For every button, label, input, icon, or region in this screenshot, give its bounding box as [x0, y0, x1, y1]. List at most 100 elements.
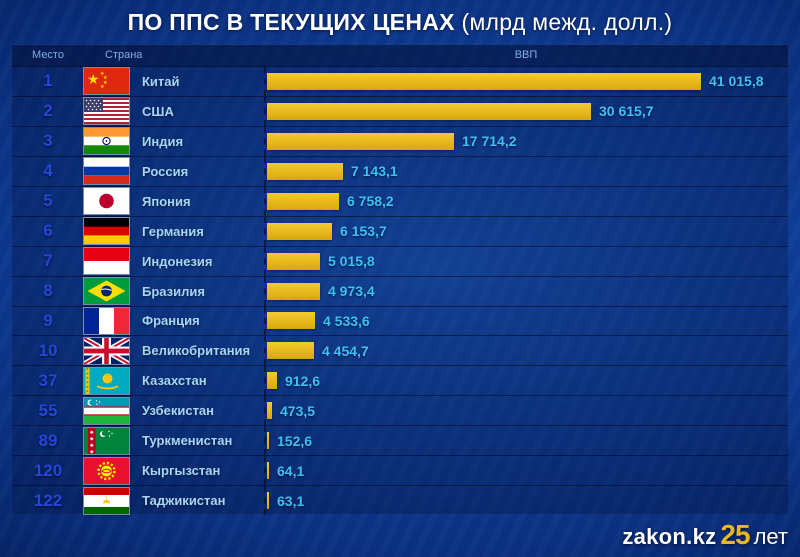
country-label: Туркменистан: [142, 433, 233, 449]
flag-us-icon: [84, 98, 129, 125]
table-row: 3 Индия 17 714,2: [12, 126, 788, 157]
gdp-value-label: 5 015,8: [328, 253, 375, 270]
bar-area: 912,6: [264, 366, 788, 396]
gdp-bar: [267, 432, 269, 450]
gdp-value-label: 4 454,7: [322, 342, 369, 359]
flag-tj-icon: [84, 487, 129, 514]
brand-watermark: zakon.kz 25 лет: [622, 519, 788, 551]
table-row: 122 Таджикистан 63,1: [12, 486, 788, 516]
bar-area: 4 973,4: [264, 276, 788, 306]
gdp-bar: [267, 402, 272, 420]
anniversary-number: 25: [720, 519, 750, 550]
column-header-country: Страна: [105, 49, 143, 61]
gdp-value-label: 152,6: [277, 432, 313, 449]
flag-cn-icon: ★ ★ ★ ★ ★: [84, 68, 129, 95]
table-row: 7 Индонезия 5 015,8: [12, 246, 788, 277]
country-label: Таджикистан: [142, 493, 226, 509]
gdp-bar: [267, 312, 315, 330]
table-row: 89 Туркменистан 152,6: [12, 426, 788, 457]
rank-cell: 55: [38, 400, 58, 420]
table-row: 2 США 30 615,7: [12, 96, 788, 127]
rank-cell: 6: [43, 221, 53, 241]
gdp-value-label: 6 758,2: [347, 193, 394, 210]
country-label: Германия: [142, 223, 204, 239]
table-header-row: Место Страна ВВП: [12, 45, 788, 67]
gdp-bar: [267, 102, 591, 120]
bar-area: 4 454,7: [264, 336, 788, 366]
gdp-bar: [267, 492, 269, 510]
bar-area: 63,1: [264, 486, 788, 516]
table-row: 1 ★ ★ ★ ★ ★ Китай 41 015,8: [12, 67, 788, 97]
table-row: 8 Бразилия 4 973,4: [12, 276, 788, 307]
flag-tm-icon: [84, 427, 129, 454]
flag-uz-icon: [84, 397, 129, 424]
svg-text:★: ★: [103, 80, 108, 86]
table-row: 37 Казахстан 912,6: [12, 366, 788, 397]
gdp-value-label: 41 015,8: [709, 73, 764, 90]
rank-cell: 2: [43, 101, 53, 121]
country-label: Великобритания: [142, 343, 251, 359]
rank-cell: 89: [38, 430, 58, 450]
bar-area: 64,1: [264, 456, 788, 486]
country-label: Франция: [142, 313, 200, 329]
table-row: 9 Франция 4 533,6: [12, 306, 788, 337]
flag-gb-icon: [84, 337, 129, 364]
gdp-bar: [267, 192, 339, 210]
rank-cell: 5: [43, 191, 53, 211]
bar-area: 41 015,8: [264, 67, 788, 96]
gdp-value-label: 4 533,6: [323, 312, 370, 329]
country-label: Япония: [142, 193, 191, 209]
flag-de-icon: [84, 218, 129, 245]
flag-kg-icon: [84, 457, 129, 484]
gdp-value-label: 64,1: [277, 462, 305, 479]
flag-kz-icon: [84, 367, 129, 394]
rank-cell: 7: [43, 251, 53, 271]
country-label: Казахстан: [142, 373, 207, 389]
gdp-value-label: 63,1: [277, 492, 305, 509]
column-header-gdp: ВВП: [514, 49, 538, 61]
rank-cell: 4: [43, 161, 53, 181]
bar-area: 473,5: [264, 396, 788, 426]
gdp-bar: [267, 132, 454, 150]
country-label: Россия: [142, 163, 189, 179]
gdp-bar: [267, 222, 332, 240]
bar-area: 5 015,8: [264, 246, 788, 276]
country-label: Кыргызстан: [142, 463, 221, 479]
rank-cell: 10: [38, 340, 58, 360]
table-row: 10 Великобритания 4 454,7: [12, 336, 788, 367]
bar-area: 6 153,7: [264, 216, 788, 246]
bar-area: 152,6: [264, 426, 788, 456]
rank-cell: 1: [43, 71, 53, 91]
ranking-table: Место Страна ВВП 1 ★ ★ ★ ★ ★ Китай 41 015,8 2 США…: [12, 44, 788, 516]
table-row: 4 Россия 7 143,1: [12, 156, 788, 187]
rank-cell: 9: [43, 310, 53, 330]
svg-text:★: ★: [103, 75, 108, 81]
gdp-bar: [267, 282, 320, 300]
country-label: США: [142, 103, 174, 119]
gdp-value-label: 4 973,4: [328, 283, 375, 300]
gdp-value-label: 473,5: [280, 402, 316, 419]
gdp-value-label: 7 143,1: [351, 163, 398, 180]
bar-area: 6 758,2: [264, 186, 788, 216]
gdp-value-label: 912,6: [285, 372, 321, 389]
country-label: Узбекистан: [142, 403, 215, 419]
page-title: ПО ППС В ТЕКУЩИХ ЦЕНАХ (млрд межд. долл.…: [0, 9, 800, 36]
rank-cell: 120: [33, 460, 63, 480]
flag-jp-icon: [84, 188, 129, 215]
flag-ru-icon: [84, 158, 129, 185]
table-body: 1 ★ ★ ★ ★ ★ Китай 41 015,8 2 США 30 615,7 3 Индия 17 …: [12, 67, 788, 516]
title-unit: (млрд межд. долл.): [461, 9, 673, 35]
svg-text:★: ★: [100, 84, 105, 90]
gdp-bar: [267, 162, 343, 180]
bar-area: 17 714,2: [264, 126, 788, 156]
flag-br-icon: [84, 278, 129, 305]
gdp-bar: [267, 72, 701, 90]
rank-cell: 122: [33, 490, 63, 510]
country-label: Индонезия: [142, 253, 213, 269]
table-row: 55 Узбекистан 473,5: [12, 396, 788, 427]
rank-cell: 8: [43, 281, 53, 301]
gdp-bar: [267, 252, 320, 270]
svg-text:★: ★: [87, 72, 100, 88]
title-main: ПО ППС В ТЕКУЩИХ ЦЕНАХ: [127, 9, 455, 35]
